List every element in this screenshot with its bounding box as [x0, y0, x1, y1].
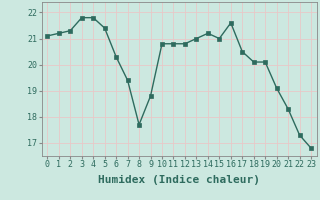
X-axis label: Humidex (Indice chaleur): Humidex (Indice chaleur) — [98, 175, 260, 185]
